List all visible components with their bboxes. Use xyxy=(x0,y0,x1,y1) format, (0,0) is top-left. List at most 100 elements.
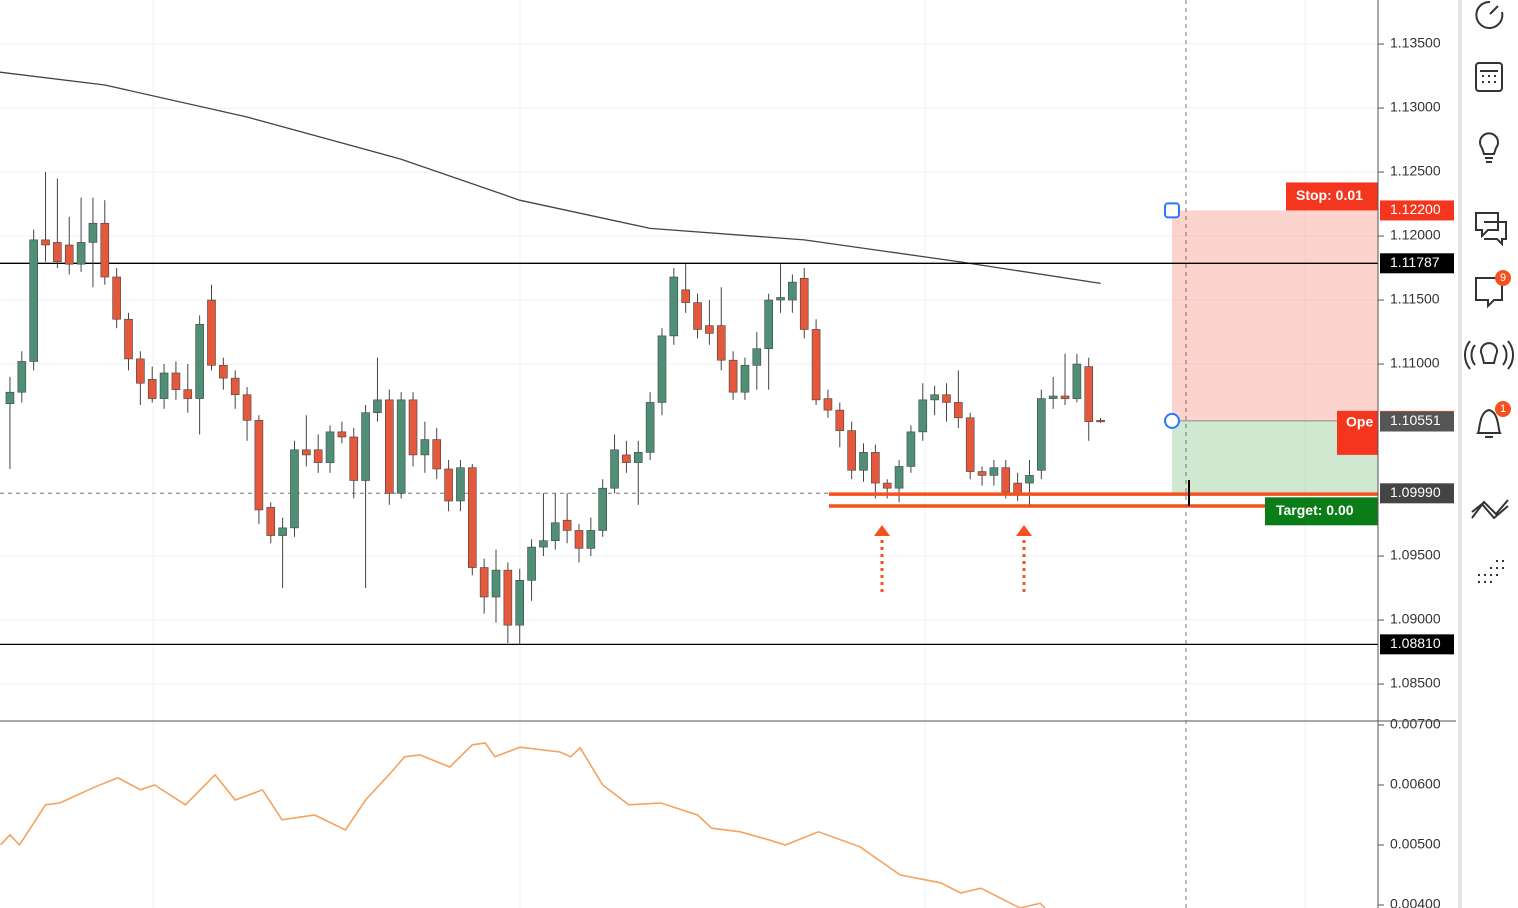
price-label: 1.11787 xyxy=(1390,254,1440,270)
candle-body xyxy=(337,431,347,438)
candle-body xyxy=(41,239,50,246)
candle-body xyxy=(965,417,975,472)
entry-box xyxy=(1337,410,1378,455)
candle-body xyxy=(918,399,928,433)
candle-body xyxy=(207,299,216,366)
alert-badge[interactable]: 1 xyxy=(1500,403,1506,415)
y-tick-label: 0.00500 xyxy=(1390,836,1441,852)
candle-body xyxy=(183,389,193,399)
candle-body xyxy=(491,569,501,598)
candle-body xyxy=(788,281,797,301)
moving-average xyxy=(0,71,1101,285)
y-tick-label: 0.00700 xyxy=(1390,716,1441,732)
y-tick-label: 0.00600 xyxy=(1390,776,1441,792)
y-tick-label: 0.00400 xyxy=(1390,896,1441,908)
candle-body xyxy=(764,299,773,349)
candle-body xyxy=(906,431,916,467)
candle-body xyxy=(503,569,513,626)
sidebar-icons xyxy=(1463,0,1515,583)
candle-body xyxy=(219,365,228,379)
sidebar-border xyxy=(1458,0,1462,908)
candle-body xyxy=(598,487,607,531)
indicator-line xyxy=(0,742,1046,908)
candle-body xyxy=(633,452,643,463)
candle-body xyxy=(1084,366,1094,422)
candle-body xyxy=(467,467,477,568)
candle-body xyxy=(302,449,311,456)
candle-body xyxy=(361,412,370,481)
candle-body xyxy=(728,359,738,393)
candle-body xyxy=(871,452,880,484)
candle-body xyxy=(942,394,951,403)
candle-body xyxy=(835,409,845,431)
candle-body xyxy=(574,530,584,549)
y-tick-label: 1.08500 xyxy=(1390,675,1441,691)
badge xyxy=(1495,401,1511,417)
price-label-box xyxy=(1380,483,1454,504)
candle-body xyxy=(313,449,323,463)
candle-body xyxy=(1013,482,1022,494)
candle-body xyxy=(76,242,86,265)
candle-body xyxy=(894,466,904,489)
candle-body xyxy=(776,297,785,301)
candle-body xyxy=(752,348,762,366)
stop-box xyxy=(1286,182,1378,211)
candle-body xyxy=(823,398,833,411)
y-tick-label: 1.09500 xyxy=(1390,547,1441,563)
candle-body xyxy=(989,467,999,476)
candle-body xyxy=(705,325,714,334)
candle-body xyxy=(136,358,145,384)
badge xyxy=(1495,270,1511,286)
candle-body xyxy=(693,302,702,330)
candle-body xyxy=(1025,475,1034,484)
candle-body xyxy=(1072,363,1082,399)
y-tick-label: 1.11000 xyxy=(1390,355,1440,371)
candle-body xyxy=(53,242,62,262)
price-pane: Stop: 0.01 Ope Target: 0.00 xyxy=(0,43,1378,685)
handle xyxy=(1164,202,1180,219)
candle-body xyxy=(1048,395,1058,399)
candle-body xyxy=(88,222,98,243)
candle-body xyxy=(408,399,418,456)
price-label-box xyxy=(1380,411,1454,432)
y-tick-label: 1.12000 xyxy=(1390,227,1441,243)
price-label: 1.12200 xyxy=(1390,201,1441,217)
risk-zone xyxy=(1172,210,1378,421)
candle-body xyxy=(159,372,169,399)
candle-body xyxy=(124,318,133,360)
price-label-box xyxy=(1380,200,1454,221)
candle-body xyxy=(539,540,548,548)
candle-body xyxy=(17,361,27,393)
candle-body xyxy=(432,439,442,470)
candle-body xyxy=(847,430,856,471)
candle-body xyxy=(1001,467,1011,493)
y-tick-label: 1.11500 xyxy=(1390,291,1440,307)
candle-body xyxy=(195,324,204,399)
candle-body xyxy=(669,276,679,337)
price-label: 1.10551 xyxy=(1390,412,1441,428)
arrows xyxy=(880,532,1026,592)
candle-body xyxy=(515,580,525,626)
candle-body xyxy=(859,452,868,471)
target-box xyxy=(1265,497,1378,526)
candle-body xyxy=(811,329,821,401)
candle-body xyxy=(444,468,453,502)
candle-body xyxy=(657,335,667,403)
y-tick-label: 1.13000 xyxy=(1390,99,1441,115)
candle-body xyxy=(954,402,963,419)
candle-body xyxy=(562,519,572,531)
candle-body xyxy=(396,399,406,494)
arrow-heads xyxy=(874,525,1032,536)
y-tick-label: 1.13500 xyxy=(1390,35,1441,51)
stop-text: Stop: 0.01 xyxy=(1296,187,1363,203)
candle-body xyxy=(420,439,430,456)
candle-body xyxy=(799,277,809,330)
candle-body xyxy=(100,222,110,278)
candle-body xyxy=(171,372,181,390)
y-tick-label: 1.09000 xyxy=(1390,611,1441,627)
candle-body xyxy=(610,449,619,489)
candle-body xyxy=(456,467,465,502)
chat-badge[interactable]: 9 xyxy=(1500,272,1506,284)
